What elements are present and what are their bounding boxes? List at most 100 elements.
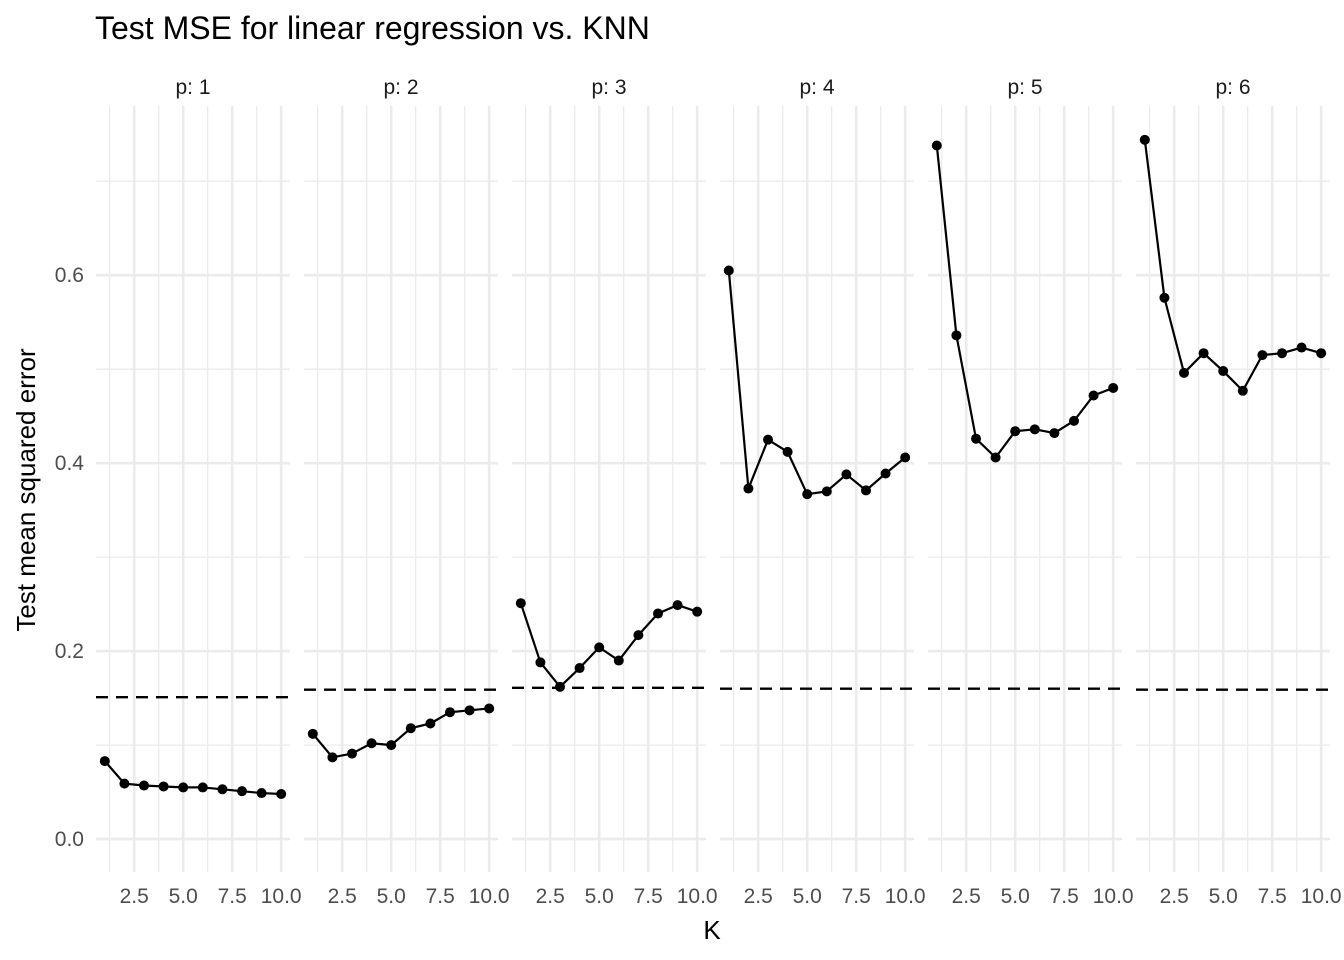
knn-mse-point bbox=[880, 468, 891, 479]
x-tick-label: 5.0 bbox=[1209, 885, 1238, 908]
knn-mse-point bbox=[276, 788, 287, 799]
knn-mse-point bbox=[217, 784, 228, 795]
knn-mse-point bbox=[1218, 366, 1229, 377]
y-axis-title: Test mean squared error bbox=[11, 348, 41, 632]
knn-mse-point bbox=[119, 778, 130, 789]
facet-panel: p: 1 2.5 5.0 7.5 10.0 bbox=[96, 76, 302, 908]
knn-mse-point bbox=[723, 265, 734, 276]
knn-mse-point bbox=[1049, 428, 1060, 439]
facet-panel: p: 4 2.5 5.0 7.5 10.0 bbox=[720, 76, 926, 908]
x-tick-label: 2.5 bbox=[536, 885, 565, 908]
knn-mse-line bbox=[1143, 139, 1322, 392]
facet-strip-label: p: 6 bbox=[1215, 76, 1250, 99]
x-tick-label: 2.5 bbox=[328, 885, 357, 908]
x-tick-label: 7.5 bbox=[426, 885, 455, 908]
x-tick-label: 10.0 bbox=[1093, 885, 1134, 908]
x-tick-label: 7.5 bbox=[1258, 885, 1287, 908]
knn-mse-point bbox=[743, 483, 754, 494]
knn-mse-point bbox=[197, 782, 208, 793]
knn-mse-point bbox=[386, 740, 397, 751]
knn-mse-point bbox=[613, 655, 624, 666]
knn-mse-point bbox=[860, 485, 871, 496]
knn-mse-point bbox=[633, 630, 644, 641]
x-tick-label: 5.0 bbox=[377, 885, 406, 908]
x-tick-label: 7.5 bbox=[218, 885, 247, 908]
x-tick-label: 7.5 bbox=[842, 885, 871, 908]
knn-mse-point bbox=[900, 452, 911, 463]
knn-mse-point bbox=[574, 663, 585, 674]
y-tick-label: 0.4 bbox=[55, 452, 85, 475]
x-tick-label: 2.5 bbox=[1160, 885, 1189, 908]
knn-mse-point bbox=[1296, 342, 1307, 353]
knn-mse-point bbox=[1316, 348, 1327, 359]
knn-mse-point bbox=[1179, 367, 1190, 378]
facet-strip-label: p: 4 bbox=[799, 76, 834, 99]
knn-mse-point bbox=[158, 781, 169, 792]
knn-mse-point bbox=[1010, 426, 1021, 437]
knn-mse-point bbox=[178, 782, 189, 793]
knn-mse-point bbox=[990, 452, 1001, 463]
x-tick-label: 10.0 bbox=[1301, 885, 1342, 908]
x-tick-label: 5.0 bbox=[1001, 885, 1030, 908]
knn-mse-line bbox=[103, 760, 282, 796]
knn-mse-point bbox=[841, 469, 852, 480]
knn-mse-line bbox=[935, 145, 1114, 459]
knn-mse-point bbox=[951, 330, 962, 341]
knn-mse-point bbox=[1029, 424, 1040, 435]
facet-strip-label: p: 1 bbox=[175, 76, 210, 99]
x-tick-label: 10.0 bbox=[885, 885, 926, 908]
knn-mse-point bbox=[1276, 348, 1287, 359]
y-tick-label: 0.6 bbox=[55, 264, 84, 287]
knn-mse-point bbox=[821, 486, 832, 497]
x-tick-label: 7.5 bbox=[1050, 885, 1079, 908]
knn-mse-point bbox=[236, 786, 247, 797]
knn-mse-point bbox=[99, 756, 110, 767]
knn-mse-point bbox=[1198, 348, 1209, 359]
knn-mse-line bbox=[311, 707, 490, 759]
facet-strip-label: p: 2 bbox=[383, 76, 418, 99]
facet-strip-label: p: 3 bbox=[591, 76, 626, 99]
x-tick-label: 2.5 bbox=[744, 885, 773, 908]
y-tick-label: 0.2 bbox=[55, 640, 84, 663]
knn-mse-point bbox=[971, 433, 982, 444]
knn-mse-point bbox=[802, 489, 813, 500]
knn-mse-point bbox=[366, 738, 377, 749]
knn-mse-point bbox=[139, 780, 150, 791]
knn-mse-point bbox=[1257, 350, 1268, 361]
x-tick-label: 5.0 bbox=[793, 885, 822, 908]
knn-mse-point bbox=[782, 446, 793, 457]
knn-mse-point bbox=[515, 598, 526, 609]
knn-mse-point bbox=[1159, 292, 1170, 303]
x-tick-label: 2.5 bbox=[120, 885, 149, 908]
x-tick-label: 10.0 bbox=[469, 885, 510, 908]
knn-mse-point bbox=[672, 600, 683, 611]
knn-mse-point bbox=[425, 718, 436, 729]
facet-panels: p: 1 2.5 5.0 7.5 10.0 p: 2 2.5 5.0 7.5 10.0 p: 3 2.… bbox=[96, 76, 1342, 908]
knn-mse-point bbox=[1237, 385, 1248, 396]
y-axis-tick-labels: 0.0 0.2 0.4 0.6 bbox=[55, 264, 85, 851]
knn-mse-point bbox=[1139, 134, 1150, 145]
knn-mse-point bbox=[652, 608, 663, 619]
knn-mse-point bbox=[594, 642, 605, 653]
knn-mse-point bbox=[327, 752, 338, 763]
y-tick-label: 0.0 bbox=[55, 828, 84, 851]
knn-mse-point bbox=[347, 748, 358, 759]
knn-mse-point bbox=[555, 681, 566, 692]
facet-panel: p: 6 2.5 5.0 7.5 10.0 bbox=[1136, 76, 1342, 908]
knn-mse-point bbox=[484, 703, 495, 714]
x-tick-label: 7.5 bbox=[634, 885, 663, 908]
knn-mse-point bbox=[692, 606, 703, 617]
knn-mse-line bbox=[727, 270, 906, 496]
knn-mse-point bbox=[307, 728, 318, 739]
knn-mse-line bbox=[519, 602, 698, 688]
knn-mse-point bbox=[1108, 382, 1119, 393]
x-tick-label: 2.5 bbox=[952, 885, 981, 908]
knn-mse-point bbox=[405, 723, 416, 734]
facet-panel: p: 5 2.5 5.0 7.5 10.0 bbox=[928, 76, 1134, 908]
x-tick-label: 5.0 bbox=[169, 885, 198, 908]
knn-mse-point bbox=[1088, 390, 1099, 401]
knn-mse-point bbox=[256, 788, 267, 799]
knn-mse-point bbox=[1068, 415, 1079, 426]
x-axis-title: K bbox=[703, 915, 721, 945]
